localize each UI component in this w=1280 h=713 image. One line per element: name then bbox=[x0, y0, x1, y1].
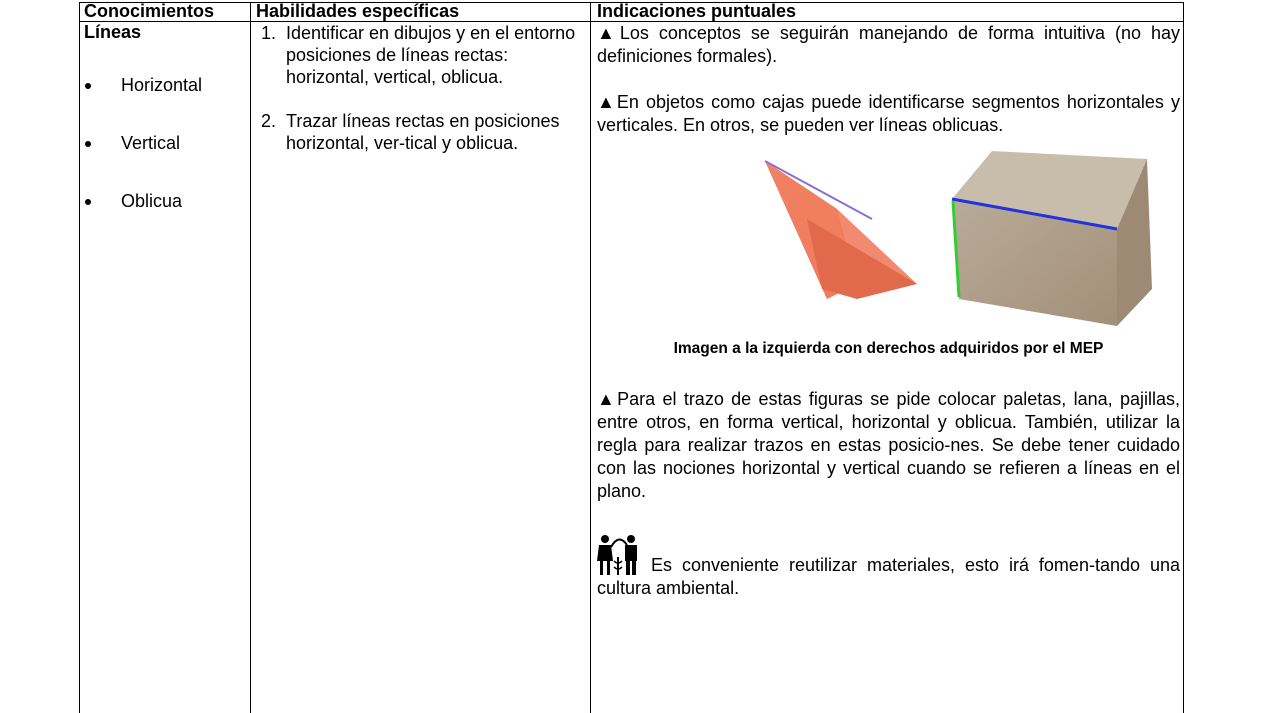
rule bbox=[250, 2, 251, 713]
icon bbox=[597, 535, 637, 575]
column: 1. Identificar en dibujos y en el entorno… bbox=[256, 22, 586, 154]
image bbox=[764, 151, 1152, 326]
caption: Imagen a la izquierda con derechos adqui… bbox=[673, 340, 1104, 357]
column: Líneas Horizontal Vertical Oblicua bbox=[84, 22, 244, 217]
marker: ▲ bbox=[597, 389, 618, 409]
bullet bbox=[84, 132, 121, 159]
rule bbox=[79, 2, 1184, 3]
marker: ▲ bbox=[597, 23, 620, 43]
text: Vertical bbox=[121, 133, 181, 153]
text: Para el trazo de estas figuras se pide c… bbox=[597, 389, 1180, 501]
text: En objetos como cajas puede identificars… bbox=[597, 92, 1180, 135]
paragraph: ▲En objetos como cajas puede identificar… bbox=[597, 91, 1180, 137]
list-item: Oblicua bbox=[84, 190, 244, 217]
number: 1. bbox=[261, 23, 277, 43]
marker: ▲ bbox=[597, 92, 617, 112]
text: Horizontal bbox=[121, 75, 203, 95]
rule bbox=[79, 2, 80, 713]
list-item: Horizontal bbox=[84, 74, 244, 101]
column: ▲Los conceptos se seguirán manejando de … bbox=[597, 22, 1180, 600]
topic: Líneas bbox=[84, 22, 142, 42]
rule bbox=[79, 21, 1184, 22]
paragraph: ▲Los conceptos se seguirán manejando de … bbox=[597, 22, 1180, 68]
list: Horizontal Vertical Oblicua bbox=[84, 74, 244, 217]
text: Los conceptos se seguirán manejando de f… bbox=[597, 23, 1180, 66]
list-item: 2. Trazar líneas rectas en posiciones hor… bbox=[256, 110, 586, 154]
rule bbox=[590, 2, 591, 713]
text: Trazar líneas rectas en posiciones horiz… bbox=[286, 111, 560, 153]
text: Oblicua bbox=[121, 191, 183, 211]
paragraph: ▲Para el trazo de estas figuras se pide … bbox=[597, 388, 1180, 503]
bullet bbox=[84, 74, 121, 101]
header-cell: Habilidades específicas bbox=[256, 1, 460, 21]
rule bbox=[1183, 2, 1184, 713]
text: Identificar en dibujos y en el entorno p… bbox=[286, 23, 576, 87]
text: Es conveniente reutilizar materiales, es… bbox=[597, 555, 1180, 598]
header-cell: Indicaciones puntuales bbox=[597, 1, 797, 21]
number: 2. bbox=[261, 111, 277, 131]
bullet bbox=[84, 190, 121, 217]
header-cell: Conocimientos bbox=[84, 1, 215, 21]
list-item: 1. Identificar en dibujos y en el entorno… bbox=[256, 22, 586, 88]
note: Es conveniente reutilizar materiales, es… bbox=[597, 533, 1180, 600]
list-item: Vertical bbox=[84, 132, 244, 159]
